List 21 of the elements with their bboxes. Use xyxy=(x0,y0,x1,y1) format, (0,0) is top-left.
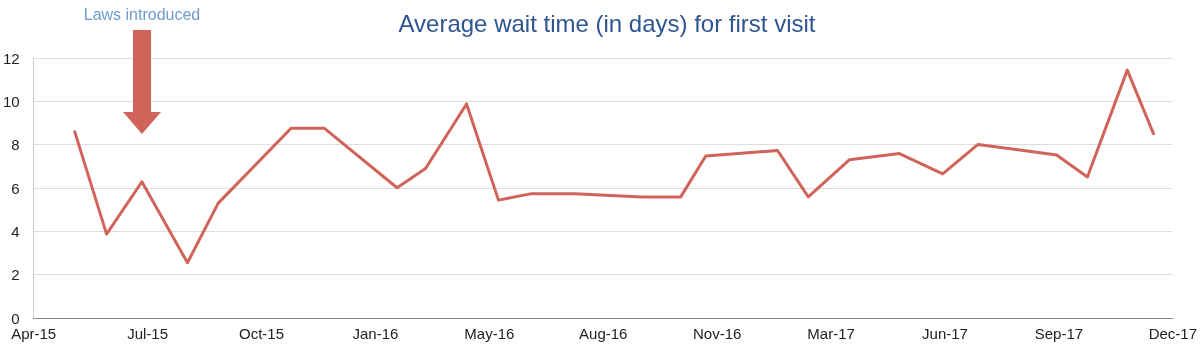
x-tick-label: Dec-17 xyxy=(1148,325,1197,342)
x-tick-label: Sep-17 xyxy=(1034,325,1084,342)
y-tick-label: 12 xyxy=(3,49,20,67)
x-tick-label: May-16 xyxy=(464,325,515,342)
line-series xyxy=(73,68,1155,265)
y-tick-label: 4 xyxy=(11,222,20,240)
x-tick-label: Aug-16 xyxy=(579,325,628,342)
y-tick-label: 0 xyxy=(11,309,20,327)
x-tick-label: Apr-15 xyxy=(11,325,57,342)
x-tick-label: Oct-15 xyxy=(239,325,285,342)
y-tick-label: 10 xyxy=(3,92,20,110)
y-tick-label: 6 xyxy=(11,179,20,197)
x-tick-label: Jun-17 xyxy=(922,325,968,342)
x-tick-label: Nov-16 xyxy=(692,325,742,342)
x-tick-label: Jul-15 xyxy=(127,325,169,342)
chart-title: Average wait time (in days) for first visit xyxy=(398,9,816,37)
y-tick-label: 8 xyxy=(11,136,20,154)
x-tick-label: Jan-16 xyxy=(352,325,399,342)
text: Laws introduced xyxy=(83,5,201,23)
y-tick-label: 2 xyxy=(11,266,20,284)
x-tick-label: Mar-17 xyxy=(807,325,855,342)
